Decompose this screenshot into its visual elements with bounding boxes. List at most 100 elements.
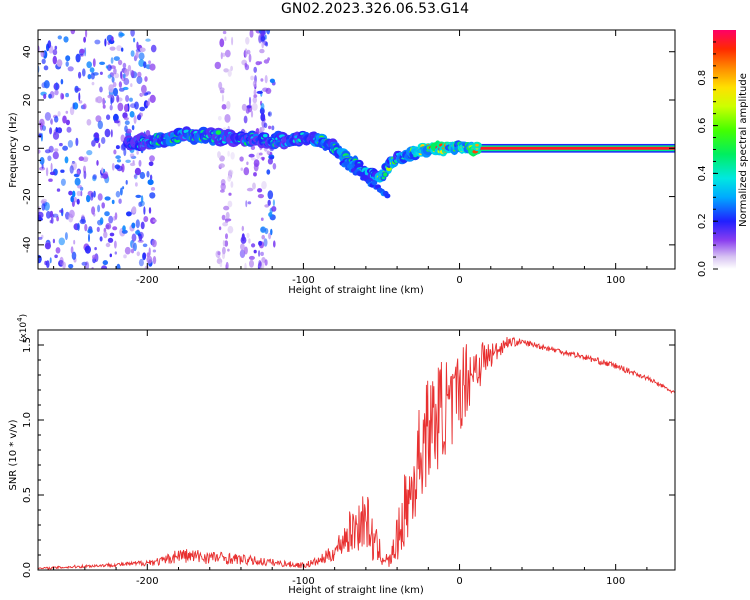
noise-speckle bbox=[139, 171, 146, 180]
noise-speckle bbox=[250, 75, 255, 81]
noise-speckle bbox=[63, 36, 69, 43]
noise-speckle bbox=[140, 195, 144, 204]
noise-speckle bbox=[221, 94, 224, 102]
noise-speckle bbox=[113, 67, 117, 75]
noise-speckle bbox=[49, 171, 56, 176]
noise-speckle bbox=[267, 199, 271, 206]
noise-speckle bbox=[61, 93, 65, 100]
noise-speckle bbox=[131, 125, 135, 131]
noise-speckle bbox=[248, 53, 252, 63]
ridge-branch-blob bbox=[346, 163, 353, 169]
noise-speckle bbox=[222, 222, 229, 227]
noise-speckle bbox=[140, 92, 145, 97]
noise-speckle bbox=[82, 103, 87, 110]
noise-speckle bbox=[152, 219, 157, 223]
snr-x-axis-label: Height of straight line (km) bbox=[288, 585, 424, 596]
noise-speckle bbox=[257, 194, 264, 199]
noise-speckle bbox=[104, 196, 111, 201]
noise-speckle bbox=[246, 187, 254, 192]
noise-speckle bbox=[121, 47, 124, 52]
noise-speckle bbox=[226, 100, 231, 110]
noise-speckle bbox=[249, 30, 254, 38]
noise-speckle bbox=[52, 131, 60, 140]
noise-speckle bbox=[248, 255, 255, 260]
noise-speckle bbox=[105, 223, 112, 230]
snr-y-tick-label: 0.0 bbox=[22, 562, 33, 578]
noise-speckle bbox=[227, 150, 230, 157]
noise-speckle bbox=[91, 81, 95, 86]
noise-speckle bbox=[84, 223, 88, 232]
noise-speckle bbox=[146, 101, 150, 107]
noise-speckle bbox=[77, 184, 82, 189]
noise-speckle bbox=[116, 263, 121, 269]
snr-ticks: -200 -100 0 100 0.0 0.5 1.0 1.5 bbox=[22, 330, 675, 587]
noise-speckle bbox=[116, 45, 122, 52]
colorbar-tick-label: 0.8 bbox=[697, 70, 708, 86]
noise-speckle bbox=[68, 190, 73, 196]
noise-speckle bbox=[82, 68, 86, 77]
snr-y-axis-label: SNR (10 * v/v) bbox=[8, 419, 19, 490]
noise-speckle bbox=[56, 188, 61, 192]
noise-speckle bbox=[49, 210, 54, 218]
noise-speckle bbox=[223, 205, 230, 211]
noise-speckle bbox=[102, 104, 106, 109]
snr-x-tick-label: 0 bbox=[456, 576, 462, 587]
colorbar-label: Normalized spectral amplitude bbox=[738, 73, 749, 227]
noise-speckle bbox=[244, 62, 248, 68]
noise-speckle bbox=[261, 181, 267, 190]
noise-speckle bbox=[55, 247, 61, 254]
noise-speckle bbox=[145, 38, 151, 42]
noise-speckle bbox=[122, 225, 126, 232]
noise-speckle bbox=[108, 215, 114, 224]
noise-speckle bbox=[83, 170, 87, 180]
noise-speckle bbox=[253, 249, 257, 254]
noise-speckle bbox=[133, 174, 137, 178]
noise-speckle bbox=[45, 167, 49, 177]
noise-speckle bbox=[252, 182, 256, 190]
noise-speckle bbox=[260, 113, 266, 122]
noise-speckle bbox=[227, 175, 232, 182]
noise-speckle bbox=[248, 96, 252, 106]
noise-speckle bbox=[65, 92, 69, 98]
noise-speckle bbox=[268, 125, 272, 130]
noise-speckle bbox=[261, 157, 265, 161]
colorbar-tick-label: 0.2 bbox=[697, 213, 708, 229]
noise-speckle bbox=[138, 52, 145, 60]
noise-speckle bbox=[38, 254, 42, 264]
noise-speckle bbox=[92, 58, 96, 67]
noise-speckle bbox=[107, 74, 112, 79]
noise-speckle bbox=[266, 30, 271, 35]
snr-marks bbox=[38, 336, 675, 570]
noise-speckle bbox=[139, 47, 146, 53]
noise-speckle bbox=[40, 200, 45, 204]
noise-speckle bbox=[105, 65, 109, 69]
noise-speckle bbox=[131, 70, 135, 79]
noise-speckle bbox=[261, 234, 266, 240]
noise-speckle bbox=[49, 257, 52, 264]
noise-speckle bbox=[227, 200, 233, 208]
noise-speckle bbox=[38, 236, 43, 240]
noise-speckle bbox=[133, 242, 137, 252]
noise-speckle bbox=[113, 216, 116, 221]
noise-speckle bbox=[72, 190, 76, 198]
noise-speckle bbox=[265, 41, 268, 47]
noise-speckle bbox=[43, 65, 49, 71]
noise-speckle bbox=[149, 192, 156, 199]
noise-speckle bbox=[65, 61, 69, 67]
noise-speckle bbox=[104, 128, 111, 138]
noise-speckle bbox=[144, 76, 148, 82]
noise-speckle bbox=[98, 142, 101, 149]
noise-speckle bbox=[71, 251, 77, 260]
noise-speckle bbox=[38, 149, 41, 154]
noise-speckle bbox=[133, 37, 136, 43]
noise-speckle bbox=[259, 48, 265, 54]
noise-speckle bbox=[251, 243, 256, 248]
noise-speckle bbox=[112, 81, 117, 88]
noise-speckle bbox=[56, 127, 63, 134]
noise-speckle bbox=[38, 211, 44, 219]
noise-speckle bbox=[55, 81, 58, 91]
noise-speckle bbox=[228, 169, 234, 176]
noise-speckle bbox=[239, 249, 246, 258]
noise-speckle bbox=[102, 97, 106, 106]
